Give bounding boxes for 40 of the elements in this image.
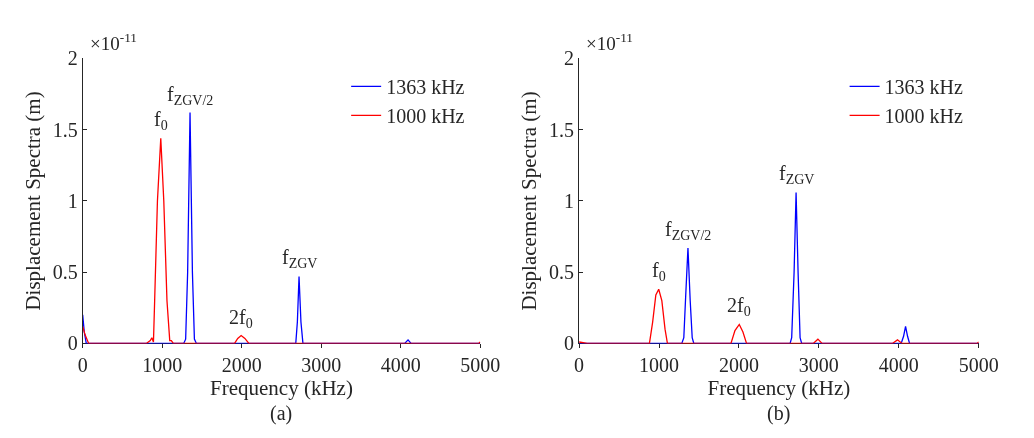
legend-label: 1000 kHz [884, 105, 964, 128]
legend-label: 1363 kHz [386, 76, 465, 99]
text: ×10$^{-11}$ [90, 30, 137, 54]
y-tick-label: 0 [564, 332, 575, 355]
x-tick-label: 4000 [878, 354, 919, 377]
annotation: f$_{0}$ [652, 259, 666, 285]
text: (a) [270, 402, 293, 425]
x-tick-label: 5000 [460, 354, 501, 377]
annotation: f$_{ZGV/2}$ [665, 218, 712, 244]
x-tick-label: 2000 [718, 354, 759, 377]
x-tick-label: 5000 [958, 354, 999, 377]
y-tick-label: 1 [67, 189, 78, 212]
y-tick-label: 1.5 [549, 118, 575, 141]
x-tick-label: 1000 [142, 354, 183, 377]
y-axis-title: Displacement Spectra (m) [517, 91, 542, 311]
y-tick-label: 2 [67, 47, 78, 70]
x-tick-label: 3000 [301, 354, 342, 377]
legend-label: 1000 kHz [386, 105, 465, 128]
x-tick-label: 1000 [639, 354, 680, 377]
x-tick-label: 2000 [221, 354, 262, 377]
y-axis-title: Displacement Spectra (m) [20, 91, 45, 311]
x-tick-label: 3000 [798, 354, 839, 377]
annotation: 2f$_{0}$ [229, 306, 253, 332]
annotation: f$_{ZGV}$ [282, 246, 318, 272]
x-axis-title: Frequency (kHz) [707, 376, 851, 401]
annotation: f$_{ZGV}$ [779, 162, 815, 188]
legend-label: 1363 kHz [884, 76, 964, 99]
y-tick-label: 1 [564, 189, 575, 212]
annotation: f$_{0}$ [154, 108, 168, 134]
text: (b) [767, 402, 791, 425]
y-tick-label: 0 [67, 332, 78, 355]
y-tick-label: 2 [564, 47, 575, 70]
annotation: f$_{ZGV/2}$ [167, 83, 214, 109]
y-tick-label: 0.5 [52, 261, 78, 284]
annotation: 2f$_{0}$ [727, 294, 751, 320]
x-tick-label: 4000 [380, 354, 421, 377]
x-axis-title: Frequency (kHz) [210, 376, 353, 401]
text: ×10$^{-11}$ [586, 30, 633, 54]
y-tick-label: 1.5 [52, 118, 78, 141]
y-tick-label: 0.5 [549, 261, 575, 284]
